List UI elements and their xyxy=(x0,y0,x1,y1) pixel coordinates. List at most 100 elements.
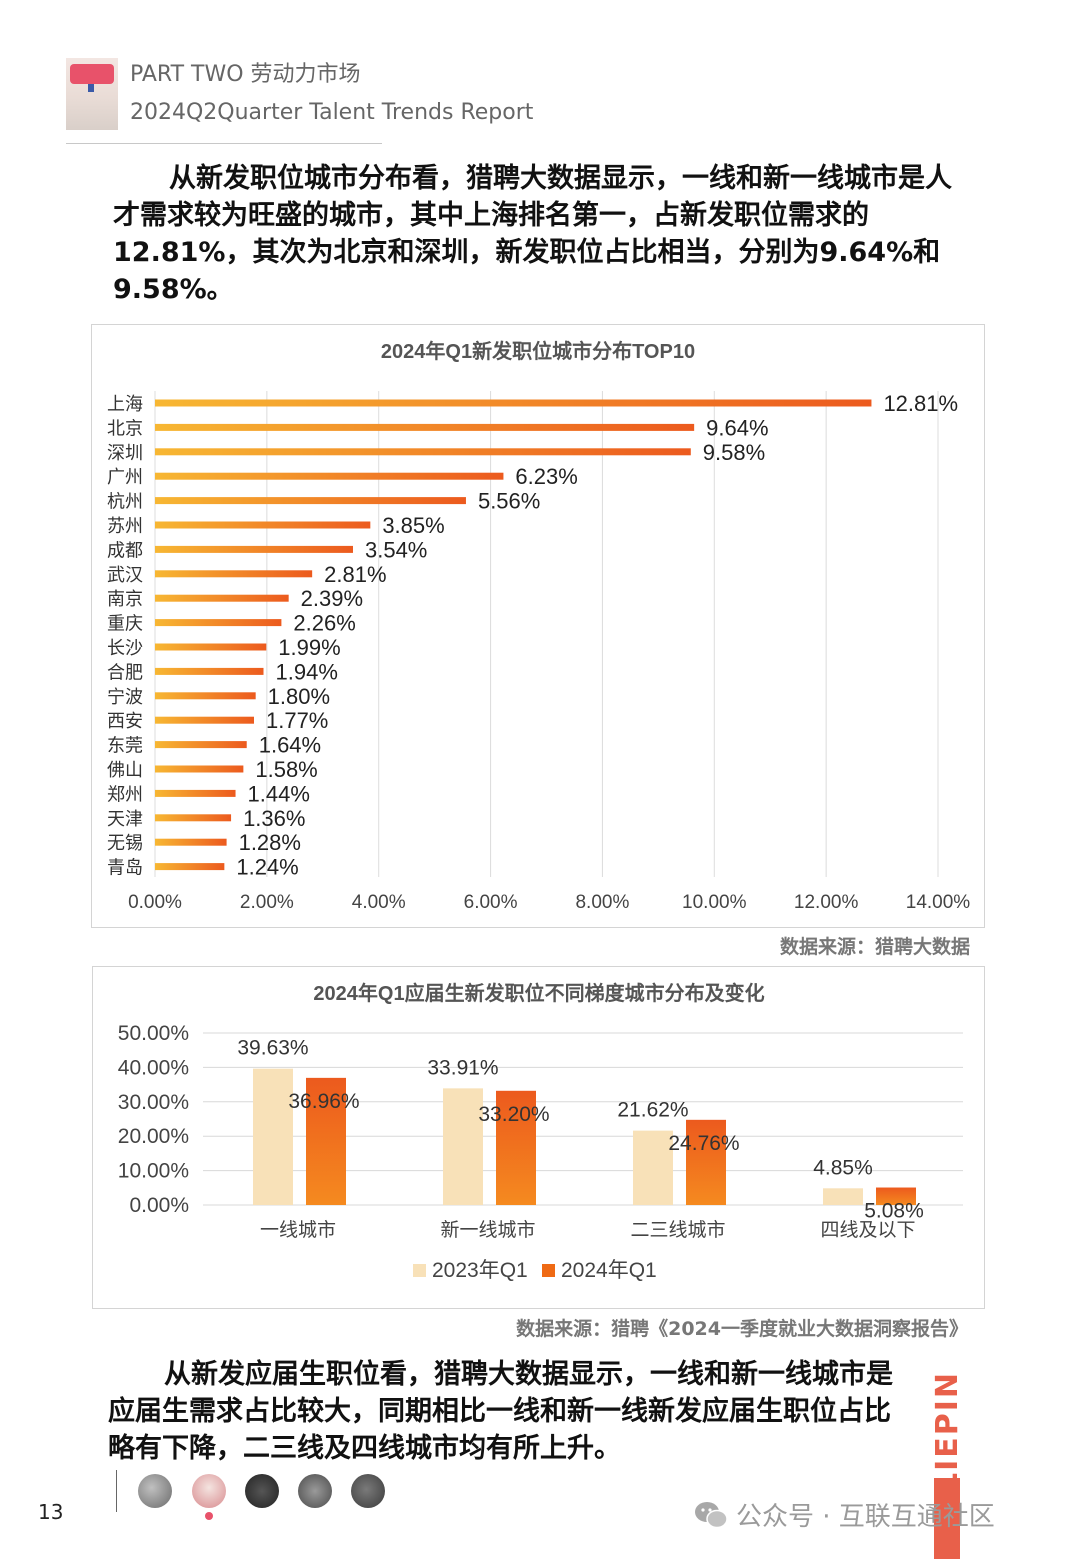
chart1-x-tick: 4.00% xyxy=(352,892,406,913)
chart1-bar xyxy=(155,448,691,456)
chart1-data-label: 9.64% xyxy=(706,415,768,440)
chart1-category-label: 合肥 xyxy=(107,662,143,682)
watermark-text: 公众号 · 互联互通社区 xyxy=(736,1502,995,1532)
chart1-data-label: 1.94% xyxy=(276,659,338,684)
chart1-bar xyxy=(155,838,227,846)
chart1-data-label: 2.81% xyxy=(324,562,386,587)
chart2-label-2023: 21.62% xyxy=(617,1099,688,1122)
chart1-data-label: 1.28% xyxy=(239,830,301,855)
chart2-category-label: 二三线城市 xyxy=(630,1219,725,1241)
nav-thumb-4[interactable] xyxy=(298,1474,332,1508)
chart1-bar xyxy=(155,692,256,700)
brand-logo: LIEPIN xyxy=(930,1370,965,1492)
chart1-bar xyxy=(155,741,247,749)
chart1-data-label: 5.56% xyxy=(478,489,540,514)
chart1-category-label: 南京 xyxy=(107,589,143,609)
chart1-category-label: 郑州 xyxy=(107,784,143,804)
legend-swatch-2023 xyxy=(413,1264,426,1277)
chart1-bar xyxy=(155,594,289,602)
graduate-tier-svg: 2024年Q1应届生新发职位不同梯度城市分布及变化 0.00% 10.00% 20.0… xyxy=(118,981,963,1282)
chart2-category-label: 四线及以下 xyxy=(820,1219,915,1241)
chart1-source: 数据来源：猎聘大数据 xyxy=(779,936,970,958)
chart2-y-tick: 10.00% xyxy=(118,1160,189,1183)
chart1-data-label: 3.85% xyxy=(382,513,444,538)
chart1-bar xyxy=(155,716,254,724)
chart1-data-label: 1.24% xyxy=(236,855,298,880)
chart1-x-tick: 2.00% xyxy=(240,892,294,913)
footer-divider xyxy=(116,1470,117,1512)
chart1-category-label: 苏州 xyxy=(107,516,143,536)
chart2-label-2023: 4.85% xyxy=(813,1156,873,1179)
wechat-icon xyxy=(695,1502,728,1529)
chart1-bar xyxy=(155,545,353,553)
nav-thumb-5[interactable] xyxy=(351,1474,385,1508)
chart1-bar xyxy=(155,667,264,675)
chart2-y-tick: 50.00% xyxy=(118,1022,189,1045)
chart2-label-2023: 33.91% xyxy=(427,1056,498,1079)
chart2-category-label: 一线城市 xyxy=(260,1219,336,1241)
nav-thumb-3[interactable] xyxy=(245,1474,279,1508)
outro-paragraph: 从新发应届生职位看，猎聘大数据显示，一线和新一线城市是应届生需求占比较大，同期相… xyxy=(108,1359,893,1464)
chart1-category-label: 杭州 xyxy=(107,492,143,512)
chart1-data-label: 1.58% xyxy=(255,757,317,782)
nav-thumb-1[interactable] xyxy=(138,1474,172,1508)
chart1-category-label: 广州 xyxy=(107,467,143,487)
chart1-bar xyxy=(155,814,232,822)
legend-label-2024: 2024年Q1 xyxy=(561,1259,657,1282)
chart2-bar-2023 xyxy=(253,1068,293,1205)
chart1-bar xyxy=(155,497,466,505)
chart1-category-label: 北京 xyxy=(107,418,143,438)
chart1-category-label: 重庆 xyxy=(107,614,143,634)
chart2-label-2024: 36.96% xyxy=(288,1090,359,1113)
nav-thumb-2[interactable] xyxy=(192,1474,226,1508)
chart1-bar xyxy=(155,863,225,871)
chart2-label-2024: 5.08% xyxy=(864,1200,924,1223)
chart1-x-tick: 6.00% xyxy=(464,892,518,913)
chart1-category-label: 深圳 xyxy=(107,443,143,463)
city-distribution-chart: 2024年Q1新发职位城市分布TOP10 0.00% 2.00% 4.00% 6.00%… xyxy=(91,324,985,928)
report-title: 2024Q2Quarter Talent Trends Report xyxy=(130,100,534,125)
chart1-bar xyxy=(155,570,313,578)
chart1-bar xyxy=(155,765,244,773)
chart1-category-label: 宁波 xyxy=(107,687,143,707)
graduate-tier-chart: 2024年Q1应届生新发职位不同梯度城市分布及变化 0.00% 10.00% 20.0… xyxy=(92,966,985,1309)
chart2-source: 数据来源：猎聘《2024一季度就业大数据洞察报告》 xyxy=(516,1318,968,1340)
chart1-x-tick: 0.00% xyxy=(128,892,182,913)
chart2-y-tick: 30.00% xyxy=(118,1091,189,1114)
chart2-label-2024: 24.76% xyxy=(668,1132,739,1155)
chart1-data-label: 1.99% xyxy=(278,635,340,660)
chart1-category-label: 佛山 xyxy=(107,760,143,780)
header-photo-icon xyxy=(66,58,118,130)
chart2-y-tick: 40.00% xyxy=(118,1056,189,1079)
chart2-bar-2023 xyxy=(823,1188,863,1205)
chart1-data-label: 1.80% xyxy=(268,684,330,709)
header-divider xyxy=(66,143,382,144)
legend-label-2023: 2023年Q1 xyxy=(432,1259,528,1282)
chart1-category-label: 西安 xyxy=(107,711,143,731)
chart1-data-label: 9.58% xyxy=(703,440,765,465)
chart2-bar-2023 xyxy=(633,1130,673,1205)
chart2-y-tick: 0.00% xyxy=(129,1194,189,1217)
chart1-bar xyxy=(155,399,872,407)
page-number: 13 xyxy=(38,1500,64,1524)
watermark: 公众号 · 互联互通社区 xyxy=(694,1496,995,1533)
chart1-category-label: 青岛 xyxy=(107,858,143,878)
chart1-title: 2024年Q1新发职位城市分布TOP10 xyxy=(381,339,695,363)
chart2-bar-2024 xyxy=(686,1119,726,1205)
chart1-category-label: 长沙 xyxy=(107,638,143,658)
chart1-bar xyxy=(155,472,504,480)
chart2-bar-2023 xyxy=(443,1088,483,1205)
chart1-data-label: 1.64% xyxy=(259,733,321,758)
chart1-data-label: 1.36% xyxy=(243,806,305,831)
chart2-bar-2024 xyxy=(306,1077,346,1205)
chart1-bar xyxy=(155,643,267,651)
chart1-data-label: 6.23% xyxy=(515,464,577,489)
chart2-label-2024: 33.20% xyxy=(478,1103,549,1126)
chart1-data-label: 1.44% xyxy=(248,781,310,806)
chart1-data-label: 12.81% xyxy=(883,391,958,416)
brand-bar xyxy=(934,1478,960,1559)
city-distribution-svg: 2024年Q1新发职位城市分布TOP10 0.00% 2.00% 4.00% 6.00%… xyxy=(107,339,970,913)
chart1-bar xyxy=(155,789,236,797)
chart2-bar-2024 xyxy=(876,1187,916,1205)
chart1-bar xyxy=(155,521,371,529)
